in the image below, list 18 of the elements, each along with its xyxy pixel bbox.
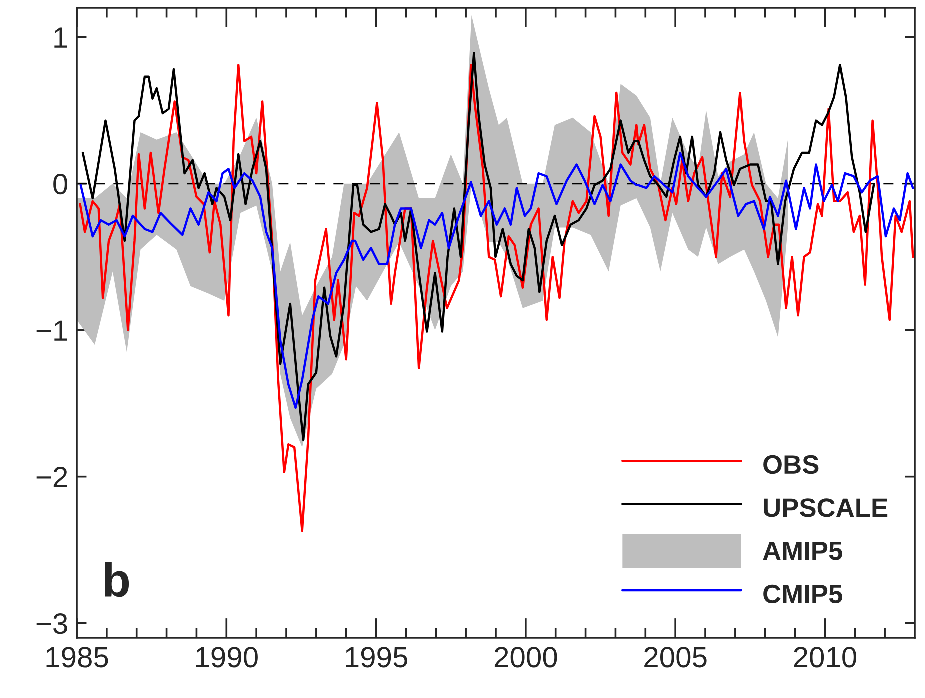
x-tick-label: 2000 [494, 647, 558, 668]
y-tick-label: −2 [36, 467, 68, 488]
x-tick-label: 1985 [46, 647, 108, 668]
line-series [80, 152, 914, 410]
x-tick-label: 1990 [196, 647, 258, 668]
y-tick-label: 0 [54, 174, 68, 195]
y-tick-label: −1 [36, 320, 68, 341]
legend-label: AMIP5 [763, 542, 842, 560]
legend-label: OBS [764, 455, 819, 474]
annotation: b [105, 562, 130, 598]
legend-label: CMIP5 [764, 584, 842, 604]
y-tick-label: 1 [54, 28, 68, 48]
x-tick-label: 2010 [794, 647, 857, 668]
y-tick-label: −3 [36, 614, 68, 634]
x-tick-label: 1995 [346, 647, 408, 668]
line-series [79, 64, 914, 532]
legend-label: UPSCALE [764, 498, 888, 518]
x-tick-label: 2005 [644, 647, 707, 668]
